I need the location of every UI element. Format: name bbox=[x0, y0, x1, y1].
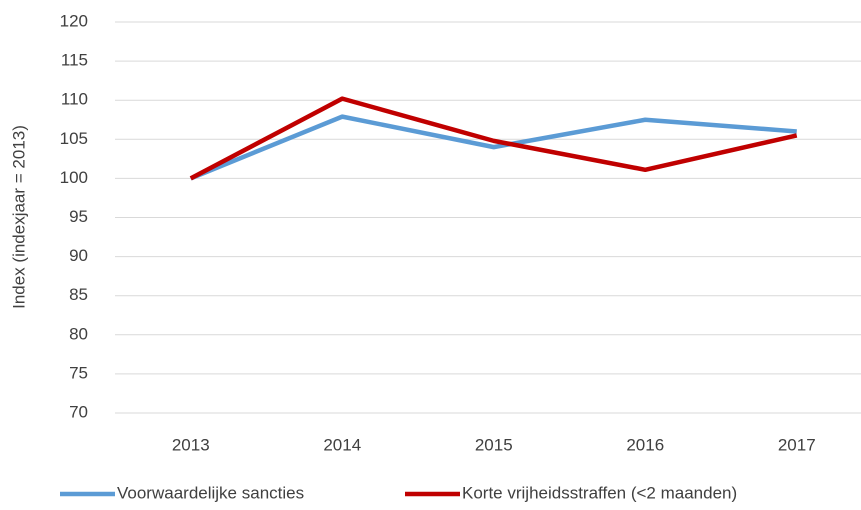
legend-label: Voorwaardelijke sancties bbox=[117, 483, 304, 502]
x-tick-label: 2015 bbox=[475, 435, 513, 454]
y-tick-label: 70 bbox=[69, 402, 88, 421]
x-tick-label: 2016 bbox=[626, 435, 664, 454]
y-tick-label: 120 bbox=[60, 11, 88, 30]
y-tick-label: 80 bbox=[69, 324, 88, 343]
x-tick-label: 2017 bbox=[778, 435, 816, 454]
y-tick-label: 75 bbox=[69, 363, 88, 382]
y-tick-label: 115 bbox=[61, 51, 88, 70]
series-line bbox=[189, 114, 797, 181]
x-tick-label: 2013 bbox=[172, 435, 210, 454]
y-tick-label: 85 bbox=[69, 285, 88, 304]
x-tick-label: 2014 bbox=[323, 435, 361, 454]
y-tick-label: 110 bbox=[61, 90, 88, 109]
y-tick-label: 100 bbox=[60, 168, 88, 187]
legend-label: Korte vrijheidsstraffen (<2 maanden) bbox=[462, 483, 737, 502]
y-tick-label: 105 bbox=[60, 129, 88, 148]
y-tick-label: 95 bbox=[69, 207, 88, 226]
y-tick-label: 90 bbox=[69, 246, 88, 265]
series-line bbox=[189, 96, 798, 181]
y-axis-label: Index (indexjaar = 2013) bbox=[9, 125, 28, 309]
